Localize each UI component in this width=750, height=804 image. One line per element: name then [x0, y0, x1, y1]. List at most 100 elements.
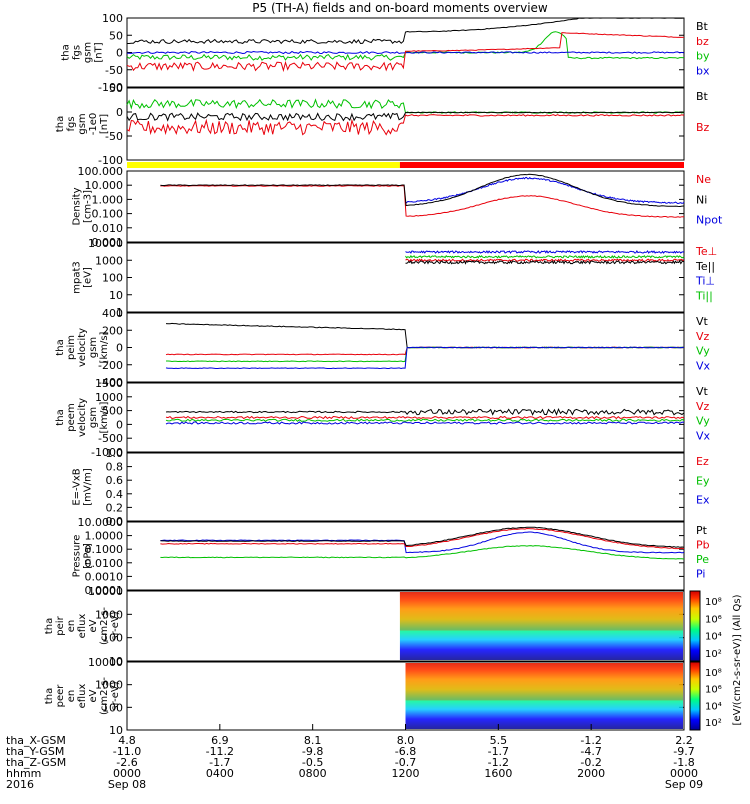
- y-axis-label-line: Pressure: [72, 535, 83, 578]
- y-tick-label: -50: [105, 64, 123, 77]
- y-axis-label-line: [nPa]: [83, 543, 94, 569]
- y-tick-label: 0.010: [92, 222, 124, 235]
- time-axis-value: -1.2: [580, 734, 601, 747]
- y-tick-label: 0.6: [106, 474, 124, 487]
- legend-te⊥: Te⊥: [695, 245, 717, 258]
- legend-vy: Vy: [696, 415, 710, 428]
- legend-vz: Vz: [696, 400, 710, 413]
- panel-traces: [165, 322, 685, 370]
- trace-vt: [165, 407, 685, 416]
- y-tick-label: 100: [102, 701, 123, 714]
- y-tick-label: 10.0000: [78, 516, 124, 529]
- y-axis-label-line: eV: [88, 619, 99, 632]
- y-axis-label-line: tha: [55, 339, 66, 355]
- legend-npot: Npot: [696, 214, 723, 227]
- time-axis-value: -4.7: [580, 745, 601, 758]
- y-tick-label: 1000: [95, 254, 123, 267]
- time-axis-value: -6.8: [395, 745, 416, 758]
- trace-vt: [165, 322, 685, 349]
- legend-ez: Ez: [696, 455, 709, 468]
- y-axis-label-line: en: [66, 620, 77, 633]
- time-axis-value: -0.7: [395, 756, 416, 769]
- y-axis-label: tha peim velocity gsm [km/s]: [55, 328, 110, 367]
- y-tick-label: -100: [98, 81, 123, 94]
- panel-traces: [405, 663, 683, 729]
- trace-vz: [165, 415, 685, 420]
- y-tick-label: 0.0001: [85, 584, 124, 597]
- y-axis-label-line: en: [66, 690, 77, 703]
- legend-vz: Vz: [696, 330, 710, 343]
- y-axis-label-line: fgs: [72, 45, 83, 60]
- time-axis-value: 4.8: [118, 734, 136, 747]
- time-axis-value: -1.7: [209, 756, 230, 769]
- trace-pb: [160, 527, 685, 550]
- trace-pi: [160, 531, 685, 554]
- time-axis-row-label: 2016: [6, 778, 34, 791]
- y-axis-label-line: -1e0: [88, 113, 99, 136]
- legend-by: by: [696, 50, 710, 63]
- y-axis-label-line: peim: [66, 335, 77, 360]
- legend-pt: Pt: [696, 524, 708, 537]
- time-axis-row-label: hhmm: [6, 767, 41, 780]
- y-tick-label: 10000: [88, 585, 123, 598]
- trace-bz: [126, 114, 685, 136]
- panel-traces: [399, 592, 683, 660]
- time-tick-label: 2000: [577, 767, 605, 780]
- date-label: Sep 08: [108, 778, 146, 791]
- panel-traces: [126, 17, 685, 73]
- y-axis-label-line: Density: [72, 187, 83, 225]
- status-bar: [127, 162, 684, 168]
- plot-title: P5 (TH-A) fields and on-board moments ov…: [252, 1, 548, 15]
- legend-ni: Ni: [696, 193, 707, 206]
- y-axis-label-line: [km/s]: [99, 331, 110, 363]
- legend-vy: Vy: [696, 345, 710, 358]
- y-axis-label-line: gsm: [83, 42, 94, 63]
- y-axis-label-line: fgs: [66, 116, 77, 131]
- time-tick-label: 0800: [299, 767, 327, 780]
- legend-bt: Bt: [696, 20, 709, 33]
- y-tick-label: -400: [98, 376, 123, 389]
- y-axis-label-line: peem: [66, 403, 77, 431]
- y-axis-label-line: gsm: [88, 337, 99, 358]
- y-tick-label: 100.000: [78, 165, 124, 178]
- panel-4: 10000 1000 100 10 1 mpat3 [eV] Te⊥ Te|| Ti⊥Ti||: [72, 237, 718, 319]
- panel-5: 400 200 0 -200 -400 tha peim velocity gsm [km/s] V…: [55, 307, 711, 389]
- trace-ti-perp: [405, 250, 685, 254]
- y-tick-label: 0.100: [92, 208, 124, 221]
- y-tick-label: 500: [102, 405, 123, 418]
- trace-by: [126, 31, 685, 61]
- colorbar-tick-label: 10⁶: [705, 614, 722, 625]
- y-tick-label: 0: [116, 418, 123, 431]
- legend-bt: Bt: [696, 90, 709, 103]
- date-label: Sep 09: [665, 778, 703, 791]
- y-axis-label-line: sr-eV): [110, 611, 121, 640]
- time-axis-value: -2.6: [116, 756, 137, 769]
- y-tick-label: 50: [109, 29, 123, 42]
- colorbar-tick-label: 10²: [705, 649, 722, 660]
- time-axis-value: -0.5: [302, 756, 323, 769]
- y-axis-label-line: gsm: [88, 407, 99, 428]
- y-tick-label: 10.000: [85, 179, 124, 192]
- y-tick-label: 100: [102, 12, 123, 25]
- time-axis-row-label: tha_Z-GSM: [6, 756, 66, 769]
- panel-frame: [126, 87, 685, 161]
- time-axis-value: 5.5: [490, 734, 508, 747]
- panel-frame: [126, 521, 685, 591]
- time-axis-value: -11.2: [206, 745, 234, 758]
- y-axis-label: tha peem velocity gsm [km/s]: [55, 398, 110, 437]
- panel-frame: [126, 590, 685, 662]
- colorbar-1: [689, 590, 701, 662]
- y-tick-label: 10: [109, 655, 123, 668]
- trace-ne: [160, 185, 685, 218]
- y-axis-label-line: (cm2-s-: [99, 677, 110, 715]
- time-axis-value: -9.7: [673, 745, 694, 758]
- panel-traces: [160, 173, 685, 218]
- y-axis-label-line: [eV]: [83, 267, 94, 288]
- y-axis-label-line: [cm-3]: [83, 190, 94, 223]
- legend-ey: Ey: [696, 474, 710, 487]
- trace-ni: [160, 173, 685, 208]
- time-axis-value: -1.8: [673, 756, 694, 769]
- panel-traces: [165, 407, 685, 425]
- y-axis-label-line: [nT]: [94, 42, 105, 62]
